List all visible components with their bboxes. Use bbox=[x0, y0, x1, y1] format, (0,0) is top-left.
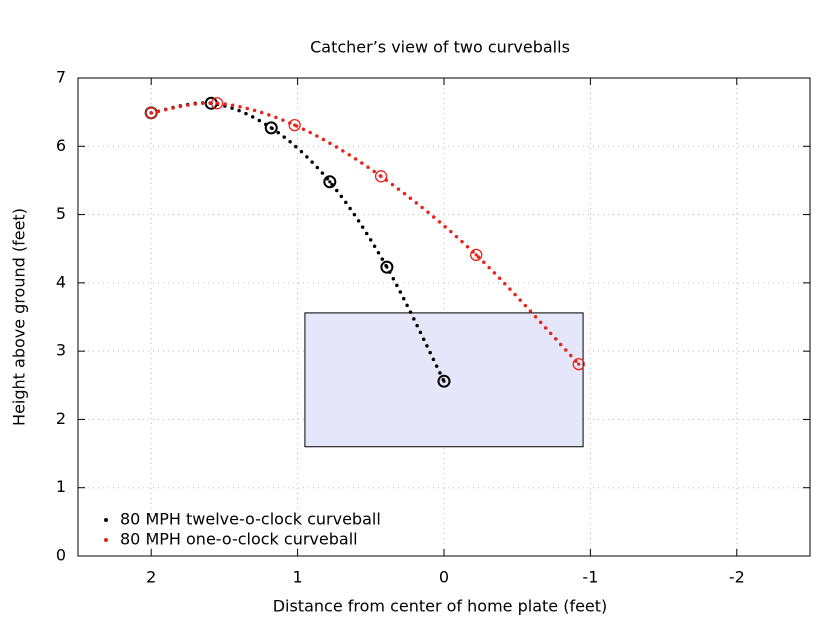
point-center bbox=[442, 379, 446, 383]
y-tick-label: 1 bbox=[56, 477, 66, 496]
x-tick-label: -1 bbox=[582, 568, 598, 587]
point-ring bbox=[145, 106, 158, 119]
point bbox=[380, 260, 394, 274]
point-center bbox=[269, 126, 273, 130]
point-center bbox=[577, 362, 581, 366]
plot-frame bbox=[77, 77, 811, 557]
point bbox=[288, 118, 301, 132]
y-tick-label: 6 bbox=[56, 136, 66, 155]
point bbox=[470, 248, 483, 262]
point bbox=[145, 106, 158, 119]
point bbox=[264, 121, 278, 135]
y-tick-label: 3 bbox=[56, 341, 66, 360]
point-ring bbox=[380, 260, 394, 274]
x-tick-label: -2 bbox=[729, 568, 745, 587]
x-axis-label: Distance from center of home plate (feet… bbox=[273, 597, 608, 616]
y-axis-label: Height above ground (feet) bbox=[10, 208, 29, 426]
x-tick-label: 0 bbox=[439, 568, 449, 587]
point bbox=[572, 357, 585, 371]
point-center bbox=[328, 180, 332, 184]
point bbox=[323, 175, 337, 189]
point bbox=[210, 97, 224, 110]
legend-marker bbox=[104, 538, 108, 542]
point-ring bbox=[288, 118, 301, 132]
point-center bbox=[149, 111, 153, 115]
point-center bbox=[474, 253, 478, 257]
point-ring bbox=[323, 175, 337, 189]
point-ring bbox=[572, 357, 585, 371]
y-tick-label: 2 bbox=[56, 409, 66, 428]
y-tick-label: 5 bbox=[56, 204, 66, 223]
x-tick-label: 1 bbox=[293, 568, 303, 587]
y-tick-label: 4 bbox=[56, 272, 66, 291]
y-tick-label: 0 bbox=[56, 546, 66, 565]
point-ring bbox=[437, 374, 451, 388]
point bbox=[437, 374, 451, 388]
chart-title: Catcher’s view of two curveballs bbox=[310, 38, 570, 57]
y-tick-label: 7 bbox=[56, 68, 66, 87]
legend-label: 80 MPH one-o-clock curveball bbox=[120, 530, 358, 549]
point-center bbox=[293, 123, 297, 127]
legend-label: 80 MPH twelve-o-clock curveball bbox=[120, 510, 381, 529]
x-tick-label: 2 bbox=[146, 568, 156, 587]
point-center bbox=[215, 101, 219, 105]
point-ring bbox=[374, 170, 388, 183]
point-center bbox=[385, 265, 389, 269]
point bbox=[374, 170, 388, 183]
point-ring bbox=[470, 248, 483, 262]
point-center bbox=[379, 174, 383, 178]
point-ring bbox=[210, 97, 224, 110]
point-ring bbox=[264, 121, 278, 135]
legend-marker bbox=[104, 518, 108, 522]
